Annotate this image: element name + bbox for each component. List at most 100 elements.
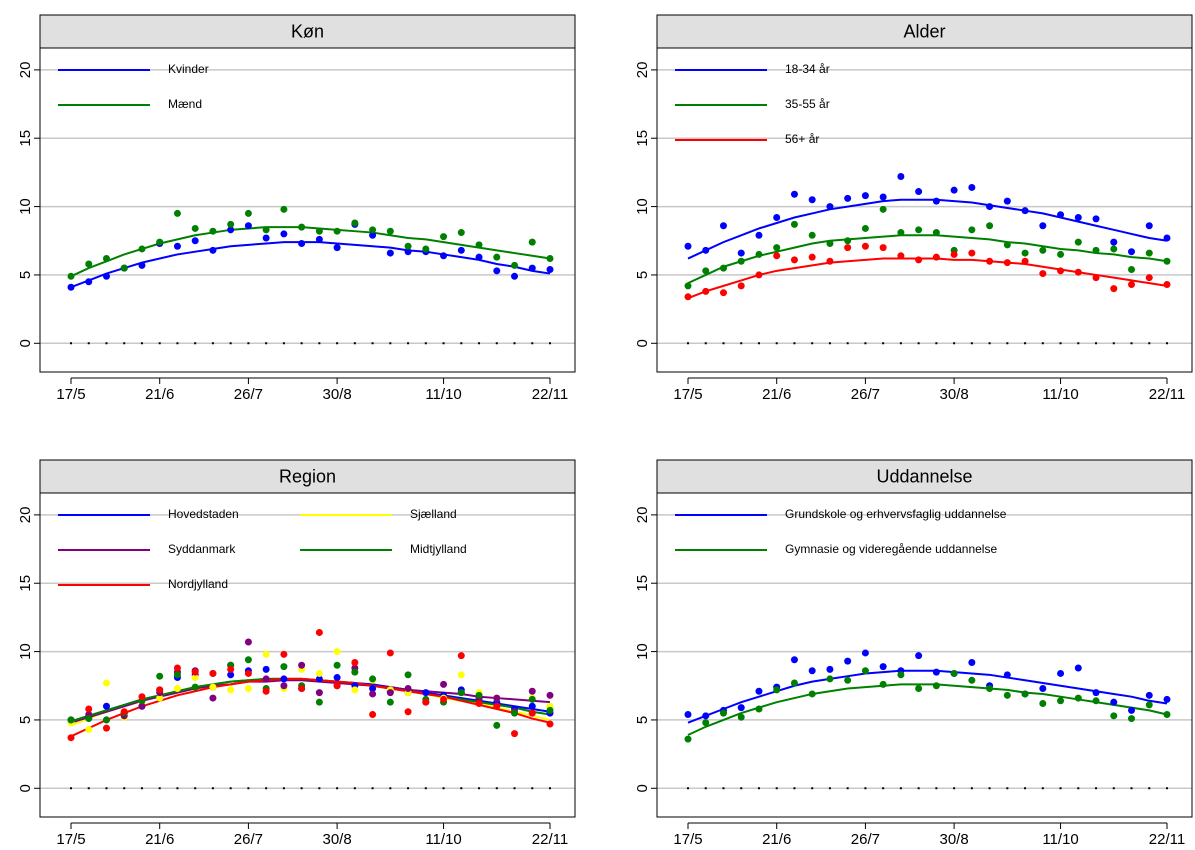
legend-label: Nordjylland — [168, 577, 228, 591]
data-point — [1110, 245, 1118, 253]
data-point — [1110, 238, 1118, 246]
data-point — [333, 682, 341, 690]
data-point — [1039, 246, 1047, 254]
x-tick-label: 11/10 — [425, 386, 461, 403]
data-point — [280, 682, 288, 690]
data-point — [879, 244, 887, 252]
data-point — [1021, 690, 1029, 698]
data-point — [298, 239, 306, 247]
legend-label: 56+ år — [785, 132, 819, 146]
data-point — [844, 676, 852, 684]
data-point — [915, 188, 923, 196]
data-point — [67, 734, 75, 742]
data-point — [191, 683, 199, 691]
data-point — [808, 196, 816, 204]
data-point — [333, 661, 341, 669]
data-point — [737, 713, 745, 721]
data-point — [493, 702, 501, 710]
data-point — [102, 724, 110, 732]
data-point — [386, 649, 394, 657]
x-tick-label: 30/8 — [940, 831, 969, 848]
x-tick-label: 17/5 — [56, 831, 85, 848]
panel-header — [656, 14, 1193, 49]
data-point — [528, 238, 536, 246]
data-point — [1163, 281, 1171, 289]
data-point — [950, 186, 958, 194]
panel-title: Uddannelse — [876, 466, 972, 486]
data-point — [156, 694, 164, 702]
legend-label: Grundskole og erhvervsfaglig uddannelse — [785, 507, 1007, 521]
data-point — [102, 679, 110, 687]
trend-line — [70, 226, 551, 278]
data-point — [138, 702, 146, 710]
data-point — [790, 220, 798, 228]
data-point — [333, 648, 341, 656]
data-point — [1021, 257, 1029, 265]
y-tick-label: 10 — [634, 643, 651, 660]
data-point — [227, 226, 235, 234]
data-point — [755, 271, 763, 279]
data-point — [386, 249, 394, 257]
data-point — [897, 671, 905, 679]
data-point — [262, 226, 270, 234]
data-point — [528, 687, 536, 695]
data-point — [702, 267, 710, 275]
data-point — [1092, 697, 1100, 705]
data-point — [1074, 664, 1082, 672]
x-tick-label: 26/7 — [851, 386, 880, 403]
data-point — [67, 272, 75, 280]
y-tick-label: 10 — [17, 198, 34, 215]
x-tick-label: 21/6 — [762, 831, 791, 848]
data-point — [861, 242, 869, 250]
data-point — [844, 244, 852, 252]
data-point — [528, 264, 536, 272]
data-point — [457, 689, 465, 697]
data-point — [156, 238, 164, 246]
data-point — [1003, 241, 1011, 249]
data-point — [156, 686, 164, 694]
data-point — [1092, 215, 1100, 223]
y-tick-label: 10 — [17, 643, 34, 660]
data-point — [173, 242, 181, 250]
data-point — [315, 669, 323, 677]
data-point — [737, 704, 745, 712]
data-point — [915, 256, 923, 264]
data-point — [1163, 710, 1171, 718]
data-point — [702, 712, 710, 720]
data-point — [369, 684, 377, 692]
data-point — [209, 227, 217, 235]
data-point — [369, 690, 377, 698]
panel-header — [39, 14, 576, 49]
data-point — [790, 679, 798, 687]
trend-line — [70, 679, 551, 724]
data-point — [1145, 274, 1153, 282]
y-tick-label: 0 — [634, 339, 651, 347]
y-tick-label: 15 — [634, 575, 651, 592]
y-tick-label: 5 — [17, 716, 34, 724]
data-point — [1039, 222, 1047, 230]
y-tick-label: 15 — [17, 575, 34, 592]
data-point — [1128, 248, 1136, 256]
data-point — [1110, 712, 1118, 720]
data-point — [315, 227, 323, 235]
data-point — [262, 665, 270, 673]
data-point — [156, 672, 164, 680]
data-point — [102, 702, 110, 710]
legend-label: 35-55 år — [785, 97, 830, 111]
data-point — [440, 252, 448, 260]
data-point — [173, 664, 181, 672]
data-point — [861, 649, 869, 657]
data-point — [369, 675, 377, 683]
data-point — [85, 726, 93, 734]
data-point — [227, 671, 235, 679]
data-point — [138, 261, 146, 269]
data-point — [262, 234, 270, 242]
data-point — [386, 227, 394, 235]
x-tick-label: 11/10 — [425, 831, 461, 848]
data-point — [546, 691, 554, 699]
legend-label: Sjælland — [410, 507, 457, 521]
data-point — [737, 282, 745, 290]
data-point — [790, 190, 798, 198]
legend-label: Midtjylland — [410, 542, 467, 556]
